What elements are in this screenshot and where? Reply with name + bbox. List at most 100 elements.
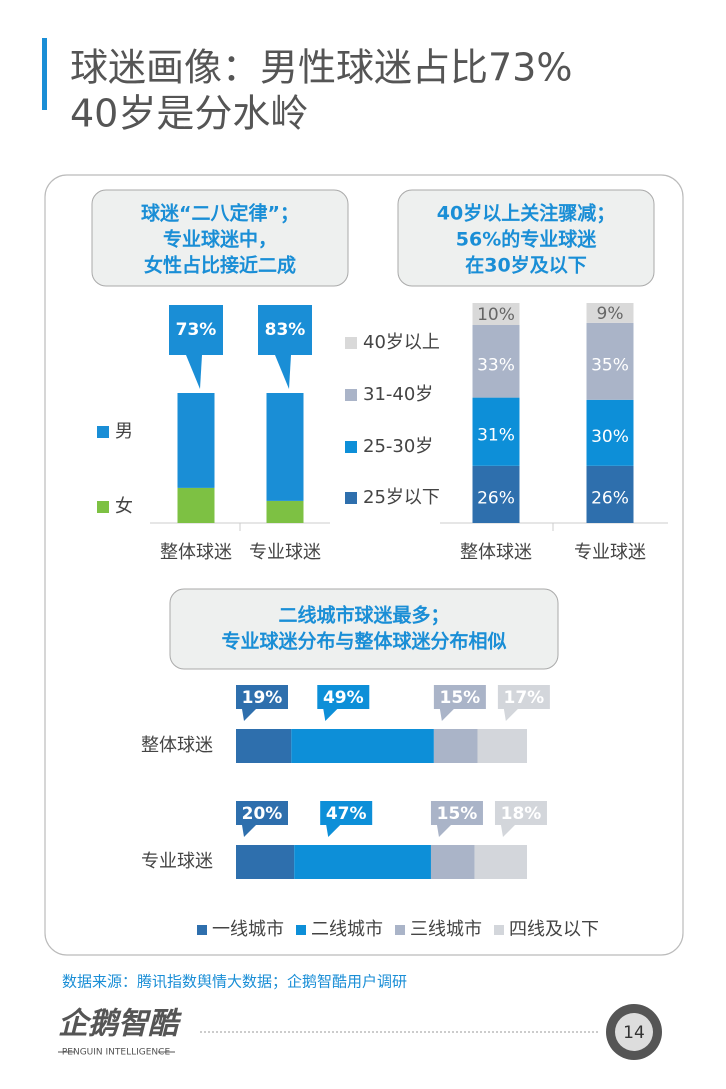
note-line: 女性占比接近二成 bbox=[144, 254, 296, 277]
value-tag-pointer bbox=[242, 825, 256, 837]
value-tag-pointer bbox=[186, 355, 202, 389]
value-tag bbox=[236, 685, 288, 709]
note-box bbox=[169, 588, 559, 670]
title-accent bbox=[42, 38, 47, 110]
value-tag bbox=[236, 801, 288, 825]
bar-segment bbox=[433, 729, 478, 763]
bar-segment bbox=[266, 393, 304, 501]
source: 数据来源：腾讯指数舆情大数据；企鹅智酷用户调研 bbox=[62, 973, 407, 991]
bar-segment bbox=[586, 303, 634, 323]
bar-segment bbox=[430, 845, 475, 879]
note-line: 40岁以上关注骤减； bbox=[437, 202, 615, 225]
legend-swatch bbox=[345, 441, 357, 453]
legend-swatch bbox=[494, 925, 504, 935]
legend-swatch bbox=[97, 426, 109, 438]
value-label: 9% bbox=[597, 304, 624, 324]
value-tag bbox=[494, 801, 547, 825]
note-line: 二线城市球迷最多； bbox=[278, 604, 449, 627]
value-label: 31% bbox=[477, 426, 515, 446]
note-box bbox=[397, 189, 655, 287]
note-line: 球迷“二八定律”； bbox=[141, 202, 299, 225]
title-line: 40岁是分水岭 bbox=[70, 92, 308, 136]
legend-label: 三线城市 bbox=[410, 919, 482, 940]
value-label: 26% bbox=[477, 488, 515, 508]
legend-swatch bbox=[296, 925, 306, 935]
value-label: 49% bbox=[323, 688, 364, 708]
value-tag bbox=[433, 685, 486, 709]
legend-swatch bbox=[345, 337, 357, 349]
bar-segment bbox=[586, 399, 634, 466]
value-tag bbox=[497, 685, 550, 709]
value-tag bbox=[430, 801, 483, 825]
value-tag-pointer bbox=[326, 825, 341, 837]
legend-label: 女 bbox=[115, 496, 133, 517]
value-tag-pointer bbox=[439, 709, 454, 721]
value-tag-pointer bbox=[242, 709, 256, 721]
bar-segment bbox=[294, 845, 431, 879]
bar-segment bbox=[236, 845, 295, 879]
x-tick-label: 专业球迷 bbox=[249, 542, 321, 563]
y-tick-label: 整体球迷 bbox=[141, 735, 213, 756]
value-label: 15% bbox=[440, 688, 481, 708]
panel bbox=[44, 174, 684, 956]
value-label: 33% bbox=[477, 355, 515, 375]
title-line: 球迷画像：男性球迷占比73% bbox=[70, 46, 572, 90]
bar-segment bbox=[177, 487, 215, 523]
legend-swatch bbox=[395, 925, 405, 935]
x-tick-label: 专业球迷 bbox=[574, 542, 646, 563]
note-line: 专业球迷中， bbox=[163, 228, 277, 251]
value-label: 10% bbox=[477, 305, 515, 325]
legend-swatch bbox=[197, 925, 207, 935]
bar-segment bbox=[477, 729, 527, 763]
value-tag-pointer bbox=[503, 709, 518, 721]
logo-sub: PENGUIN INTELLIGENCE bbox=[62, 1048, 171, 1058]
bar-segment bbox=[236, 729, 292, 763]
value-label: 83% bbox=[265, 320, 306, 340]
bar-segment bbox=[472, 303, 520, 325]
legend-swatch bbox=[345, 389, 357, 401]
value-tag bbox=[320, 801, 373, 825]
legend-label: 31-40岁 bbox=[363, 384, 433, 405]
value-label: 35% bbox=[591, 355, 629, 375]
legend-label: 四线及以下 bbox=[509, 919, 599, 940]
x-tick-label: 整体球迷 bbox=[460, 542, 532, 563]
value-label: 30% bbox=[591, 427, 629, 447]
value-label: 17% bbox=[504, 688, 545, 708]
value-label: 47% bbox=[326, 804, 367, 824]
value-label: 20% bbox=[242, 804, 283, 824]
bar-segment bbox=[474, 845, 527, 879]
bar-segment bbox=[586, 465, 634, 523]
page-badge-inner bbox=[615, 1013, 653, 1051]
legend-label: 二线城市 bbox=[311, 919, 383, 940]
value-tag bbox=[258, 305, 312, 355]
legend-label: 一线城市 bbox=[212, 919, 284, 940]
logo: 企鹅智酷 bbox=[58, 1007, 182, 1042]
value-label: 15% bbox=[437, 804, 478, 824]
y-tick-label: 专业球迷 bbox=[141, 851, 213, 872]
note-line: 在30岁及以下 bbox=[465, 254, 586, 277]
bar-segment bbox=[472, 325, 520, 398]
value-label: 73% bbox=[176, 320, 217, 340]
legend-label: 25岁以下 bbox=[363, 487, 440, 508]
value-label: 19% bbox=[242, 688, 283, 708]
value-tag-pointer bbox=[275, 355, 291, 389]
legend-label: 25-30岁 bbox=[363, 436, 433, 457]
value-tag bbox=[169, 305, 223, 355]
value-tag-pointer bbox=[436, 825, 451, 837]
bar-segment bbox=[472, 465, 520, 523]
value-tag-pointer bbox=[500, 825, 515, 837]
bar-segment bbox=[472, 397, 520, 466]
x-tick-label: 整体球迷 bbox=[160, 542, 232, 563]
value-tag-pointer bbox=[323, 709, 338, 721]
legend-swatch bbox=[97, 501, 109, 513]
page-number: 14 bbox=[623, 1023, 645, 1043]
note-box bbox=[91, 189, 349, 287]
bar-segment bbox=[291, 729, 434, 763]
value-label: 26% bbox=[591, 488, 629, 508]
value-tag bbox=[317, 685, 370, 709]
note-line: 56%的专业球迷 bbox=[456, 228, 597, 251]
note-line: 专业球迷分布与整体球迷分布相似 bbox=[221, 630, 506, 653]
bar-segment bbox=[177, 393, 215, 488]
